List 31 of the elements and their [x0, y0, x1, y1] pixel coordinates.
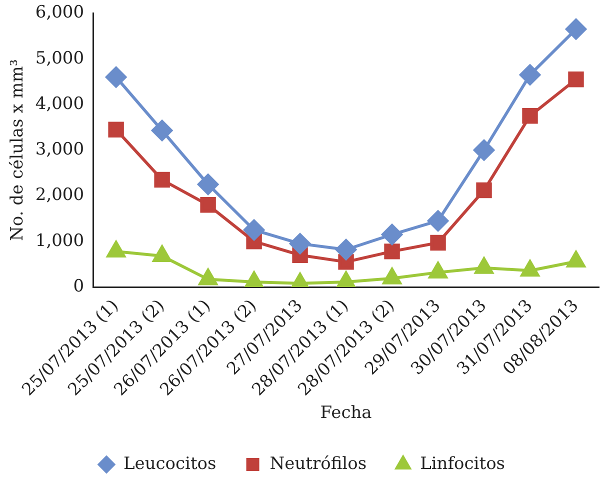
point: [152, 120, 173, 141]
point: [428, 210, 449, 232]
legend-label: Leucocitos: [123, 454, 216, 474]
y-tick-label: 5,000: [35, 48, 84, 68]
y-tick-label: 6,000: [35, 2, 84, 23]
point: [336, 239, 357, 260]
y-tick-label: 0: [73, 276, 84, 296]
y-tick-label: 3,000: [35, 140, 84, 160]
point: [566, 18, 587, 40]
y-tick-label: 1,000: [35, 230, 84, 251]
legend-label: Linfocitos: [420, 454, 506, 474]
point: [520, 64, 541, 86]
point: [522, 108, 538, 124]
point: [154, 172, 170, 188]
point: [384, 244, 400, 260]
y-tick-label: 2,000: [35, 185, 84, 206]
y-tick-label: 4,000: [35, 94, 84, 114]
point: [244, 219, 265, 240]
point: [430, 234, 446, 251]
point: [198, 174, 219, 195]
point: [290, 233, 311, 254]
point: [108, 122, 124, 138]
x-axis-title: Fecha: [320, 403, 372, 424]
point: [474, 140, 495, 161]
point: [476, 182, 492, 198]
point: [568, 72, 584, 88]
point: [106, 66, 127, 88]
point: [382, 224, 403, 246]
point: [200, 197, 216, 213]
y-axis-title: No. de células x mm³: [8, 59, 28, 241]
legend-label: Neutrófilos: [270, 454, 367, 474]
